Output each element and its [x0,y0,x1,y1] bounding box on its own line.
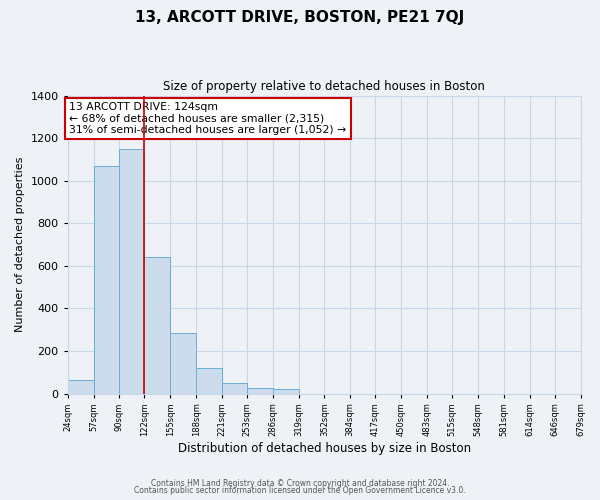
Text: 13 ARCOTT DRIVE: 124sqm
← 68% of detached houses are smaller (2,315)
31% of semi: 13 ARCOTT DRIVE: 124sqm ← 68% of detache… [69,102,347,135]
Text: Contains HM Land Registry data © Crown copyright and database right 2024.: Contains HM Land Registry data © Crown c… [151,478,449,488]
Bar [94,166,119,394]
Text: 13, ARCOTT DRIVE, BOSTON, PE21 7QJ: 13, ARCOTT DRIVE, BOSTON, PE21 7QJ [136,10,464,25]
X-axis label: Distribution of detached houses by size in Boston: Distribution of detached houses by size … [178,442,470,455]
Bar [119,149,145,394]
Bar [247,388,273,394]
Bar [145,258,170,394]
Text: Contains public sector information licensed under the Open Government Licence v3: Contains public sector information licen… [134,486,466,495]
Bar [222,383,247,394]
Bar [196,368,222,394]
Y-axis label: Number of detached properties: Number of detached properties [15,157,25,332]
Bar [273,390,299,394]
Bar [170,333,196,394]
Title: Size of property relative to detached houses in Boston: Size of property relative to detached ho… [163,80,485,93]
Bar [68,380,94,394]
